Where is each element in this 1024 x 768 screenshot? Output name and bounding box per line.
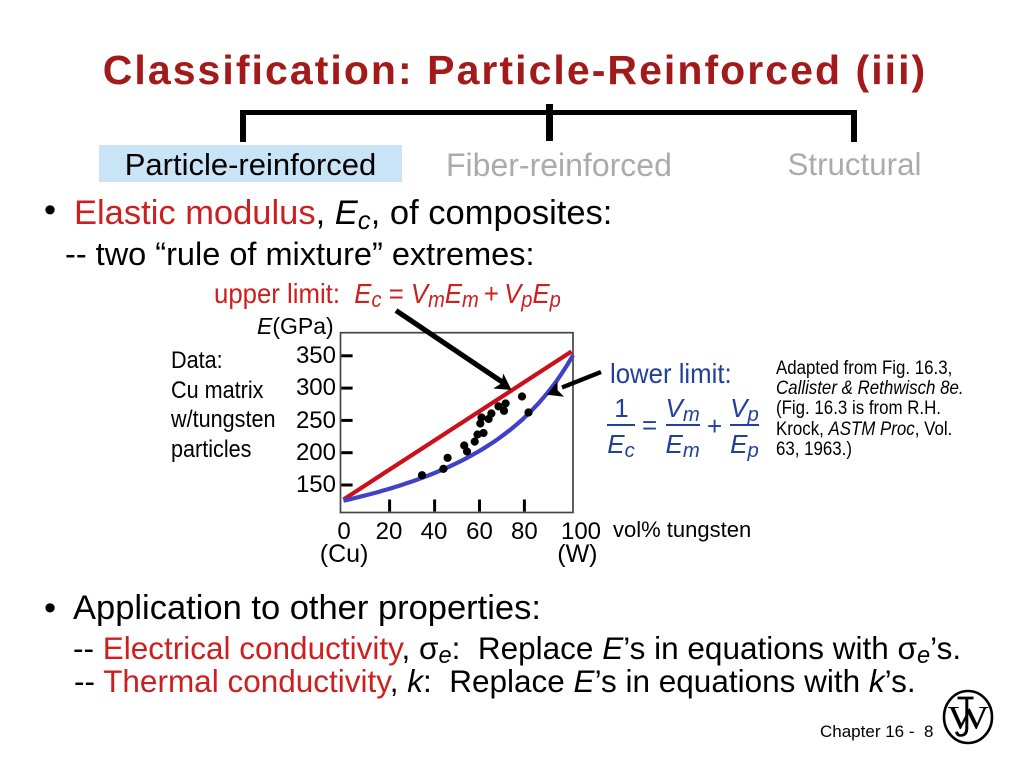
svg-text:W: W — [948, 700, 989, 736]
